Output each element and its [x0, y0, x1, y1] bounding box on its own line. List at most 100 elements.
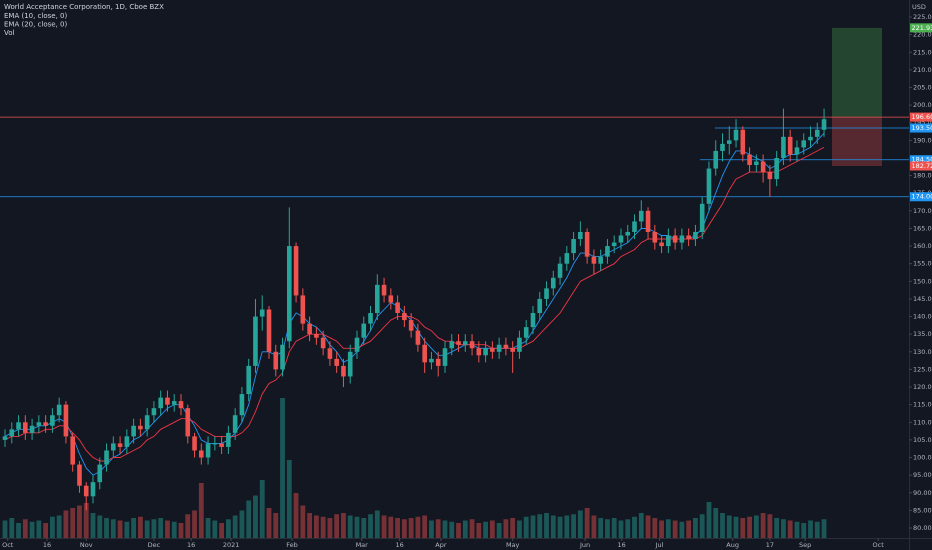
candle-body	[16, 422, 21, 430]
candle-body	[462, 341, 468, 345]
volume-bar	[347, 515, 353, 538]
candle-body	[144, 415, 150, 430]
candle-body	[686, 235, 691, 240]
volume-bar	[449, 521, 455, 538]
candle-body	[808, 136, 813, 141]
candle-body	[490, 348, 495, 352]
volume-bar	[544, 513, 549, 538]
candle-body	[801, 140, 807, 148]
candle-body	[429, 358, 434, 363]
volume-bar	[706, 502, 712, 538]
volume-bar	[733, 516, 739, 538]
price-badge	[910, 23, 932, 33]
candle-body	[131, 425, 136, 437]
candle-body	[699, 203, 705, 232]
candle-body	[273, 351, 279, 370]
volume-bar	[537, 514, 543, 538]
candle-body	[286, 246, 292, 342]
volume-bar	[266, 508, 272, 538]
price-badge-label: 196.60	[912, 113, 932, 121]
volume-bar	[56, 515, 62, 538]
y-tick-label: 105.00	[913, 436, 932, 444]
volume-bar	[808, 520, 813, 538]
candle-body	[293, 246, 299, 296]
price-badge-label: 174.00	[912, 193, 932, 201]
volume-bar	[29, 521, 35, 538]
volume-bar	[435, 519, 441, 538]
volume-bar	[814, 521, 820, 538]
volume-bar	[395, 518, 401, 538]
volume-bar	[381, 515, 387, 538]
candle-body	[706, 168, 712, 204]
volume-bar	[185, 514, 191, 538]
candle-body	[314, 334, 319, 338]
volume-bar	[368, 514, 373, 538]
y-tick-label: 120.00	[913, 383, 932, 391]
volume-bar	[104, 518, 109, 538]
candle-body	[523, 327, 529, 338]
x-tick-label: Dec	[148, 541, 161, 549]
x-tick-label: Jun	[579, 541, 590, 549]
candle-body	[43, 422, 48, 426]
candle-body	[794, 147, 800, 155]
volume-bar	[720, 513, 725, 538]
volume-bar	[618, 520, 624, 538]
candle-body	[50, 415, 55, 426]
candle-body	[767, 172, 773, 180]
candle-body	[341, 365, 346, 377]
volume-bar	[503, 519, 509, 538]
candle-body	[9, 429, 15, 437]
volume-bar	[699, 514, 705, 538]
y-tick-label: 115.00	[913, 401, 932, 409]
candle-body	[557, 263, 563, 278]
candle-body	[666, 235, 671, 247]
volume-bar	[679, 521, 685, 538]
volume-bar	[9, 518, 15, 538]
y-tick-label: 125.00	[913, 365, 932, 373]
volume-bar	[652, 518, 658, 538]
volume-bar	[232, 515, 238, 538]
volume-bar	[665, 519, 671, 538]
candle-body	[564, 253, 570, 264]
y-tick-label: 220.00	[913, 31, 932, 39]
y-tick-label: 160.00	[913, 242, 932, 250]
candle-body	[117, 443, 123, 447]
candle-body	[63, 404, 69, 437]
candle-body	[232, 415, 238, 433]
price-badge-label: 184.50	[912, 156, 932, 164]
x-tick-label: 16	[43, 541, 51, 549]
candle-body	[36, 422, 42, 426]
candle-body	[402, 313, 407, 321]
x-tick-label: Sep	[799, 541, 811, 549]
candle-body	[733, 129, 739, 141]
volume-bar	[767, 514, 773, 538]
volume-bar	[49, 516, 55, 538]
candle-body	[747, 154, 752, 166]
volume-bar	[300, 505, 306, 538]
volume-bar	[2, 520, 8, 538]
candle-body	[530, 313, 536, 328]
candle-body	[361, 323, 367, 338]
volume-bar	[517, 520, 522, 538]
volume-bar	[313, 515, 319, 538]
candle-body	[781, 136, 786, 158]
candle-body	[334, 358, 339, 366]
volume-bar	[760, 513, 766, 538]
legend-entry: Vol	[4, 29, 15, 37]
y-tick-label: 80.00	[913, 524, 932, 532]
candle-body	[625, 231, 631, 236]
candle-body	[246, 365, 251, 395]
candle-body	[266, 309, 272, 352]
volume-bar	[476, 523, 482, 538]
price-badge-label: 221.93	[912, 24, 932, 32]
volume-bar	[151, 519, 157, 538]
volume-bar	[489, 520, 495, 538]
candle-body	[219, 443, 224, 447]
volume-bar	[787, 520, 793, 538]
candle-body	[395, 302, 400, 314]
candle-body	[483, 348, 488, 356]
volume-bar	[354, 516, 360, 538]
volume-bar	[584, 508, 590, 538]
